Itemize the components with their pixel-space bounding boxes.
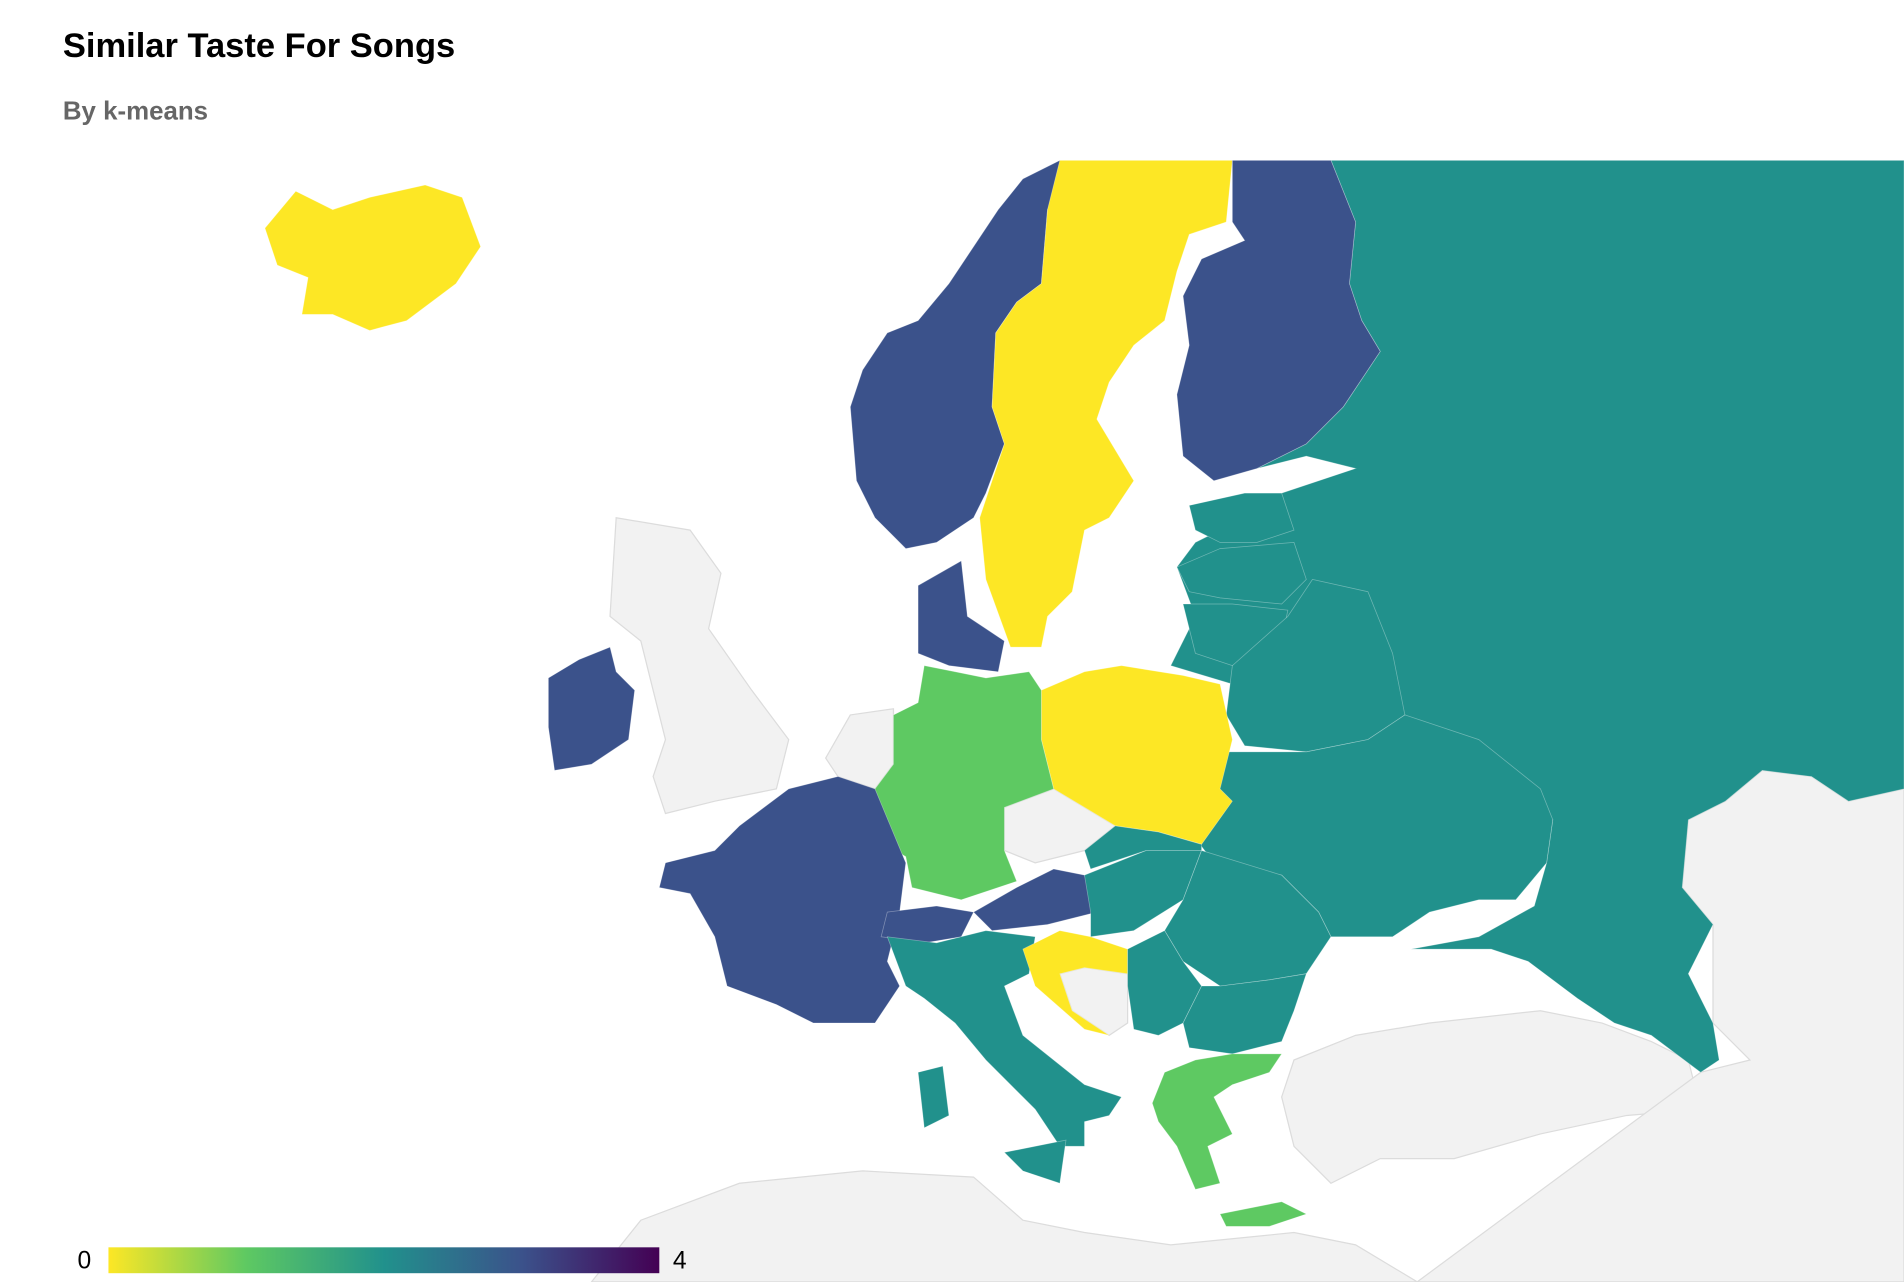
region [1182,973,1307,1055]
region [548,646,636,771]
region [264,184,482,331]
region [1084,825,1202,870]
region [874,665,1055,901]
background-land [590,517,1904,1282]
region [1176,160,1381,482]
region [1176,542,1307,605]
region [979,160,1233,648]
region [1003,1139,1067,1184]
region [886,930,1123,1147]
region [1022,930,1128,1036]
region [917,1065,950,1129]
region [1040,665,1233,845]
region [917,560,1005,673]
region [1188,492,1295,543]
colorbar-tick-label: 0 [77,1247,91,1274]
region [658,776,907,1024]
chart-subtitle: By k-means [63,98,208,126]
land [609,517,790,815]
land [590,1170,1419,1282]
region [1151,1053,1283,1190]
colorbar-tick-label: 4 [673,1247,687,1274]
colorbar [108,1247,660,1274]
chart-title: Similar Taste For Songs [63,27,455,65]
regions [264,159,1904,1227]
region [1219,1201,1308,1227]
